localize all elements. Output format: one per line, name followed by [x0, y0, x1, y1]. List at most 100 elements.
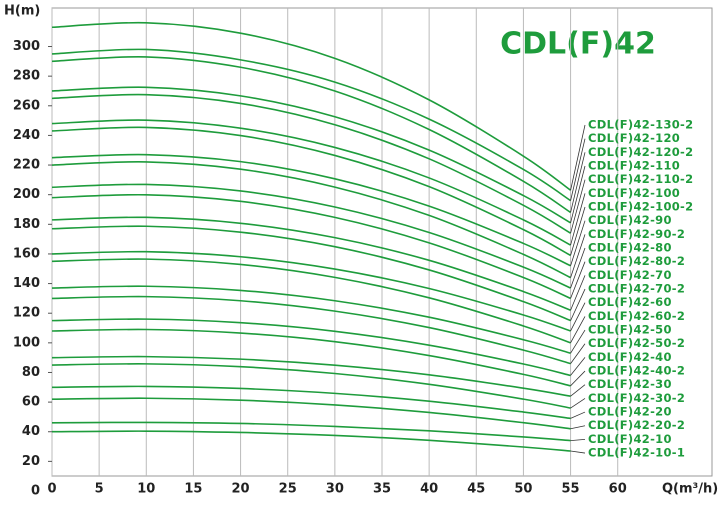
legend-label: CDL(F)42-120	[588, 131, 680, 145]
curve	[51, 193, 571, 300]
legend-label: CDL(F)42-110-2	[588, 172, 693, 186]
curve	[51, 48, 572, 202]
curve	[51, 355, 571, 397]
legend-label: CDL(F)42-60-2	[588, 309, 685, 323]
legend-label: CDL(F)42-50-2	[588, 336, 685, 350]
leader-line	[570, 343, 586, 364]
leader-line	[570, 316, 586, 344]
legend-label: CDL(F)42-110	[588, 159, 680, 173]
legend-label: CDL(F)42-20-2	[588, 418, 685, 432]
curve	[51, 161, 571, 279]
y-tick-label: 100	[13, 335, 40, 350]
y-tick-label: 180	[13, 217, 40, 232]
y-tick-label: 300	[13, 39, 40, 54]
x-tick-label: 30	[326, 482, 344, 497]
y-tick-label: 140	[13, 276, 40, 291]
leader-line	[570, 193, 586, 246]
x-tick-label: 50	[514, 482, 532, 497]
leader-line	[570, 302, 586, 332]
chart-title: CDL(F)42	[500, 27, 656, 62]
leader-line	[570, 261, 586, 299]
legend-label: CDL(F)42-100-2	[588, 200, 693, 214]
leader-line	[570, 384, 586, 397]
x-tick-label: 5	[95, 482, 104, 497]
leader-line	[570, 288, 586, 321]
leader-line	[570, 247, 586, 289]
curve	[51, 258, 571, 344]
legend-label: CDL(F)42-60	[588, 295, 672, 309]
y-tick-label: 120	[13, 306, 40, 321]
x-tick-label: 60	[609, 482, 627, 497]
y-tick-label: 80	[22, 365, 40, 380]
curve	[51, 86, 571, 224]
leader-line	[570, 152, 586, 213]
curve	[51, 328, 571, 387]
curve	[51, 385, 571, 420]
x-tick-label: 0	[47, 482, 56, 497]
leader-line	[570, 370, 586, 387]
curve	[51, 216, 571, 311]
leader-line	[570, 206, 586, 256]
curve	[51, 363, 571, 409]
y-tick-label: 40	[22, 424, 40, 439]
y-axis-label: H(m)	[4, 4, 40, 19]
leader-line	[570, 329, 586, 354]
leader-line	[570, 275, 586, 311]
x-tick-label: 15	[184, 482, 202, 497]
y-tick-label: 260	[13, 98, 40, 113]
x-axis-label: Q(m³/h)	[662, 482, 718, 497]
legend-label: CDL(F)42-90	[588, 213, 672, 227]
leader-line	[570, 411, 586, 419]
curve	[51, 126, 571, 257]
curve	[51, 119, 571, 246]
curve	[51, 93, 571, 234]
x-tick-label: 55	[562, 482, 580, 497]
legend-label: CDL(F)42-80-2	[588, 254, 685, 268]
x-tick-label: 25	[279, 482, 297, 497]
leader-line	[570, 179, 586, 234]
leader-line	[570, 450, 586, 454]
curve	[51, 225, 571, 322]
legend-label: CDL(F)42-100	[588, 186, 680, 200]
leader-line	[570, 124, 586, 191]
y-tick-label: 240	[13, 128, 40, 143]
x-tick-label: 45	[467, 482, 485, 497]
curve	[51, 397, 571, 430]
leader-line	[570, 439, 586, 442]
legend-label: CDL(F)42-130-2	[588, 118, 693, 132]
legend-label: CDL(F)42-90-2	[588, 227, 685, 241]
leader-line	[570, 357, 586, 376]
leader-line	[570, 138, 586, 201]
legend-label: CDL(F)42-40	[588, 350, 672, 364]
leader-line	[570, 220, 586, 266]
legend-label: CDL(F)42-40-2	[588, 364, 685, 378]
legend-label: CDL(F)42-10	[588, 432, 672, 446]
legend-label: CDL(F)42-80	[588, 241, 672, 255]
curve	[51, 55, 572, 214]
curve	[51, 430, 571, 452]
y-tick-label: 20	[22, 454, 40, 469]
legend-label: CDL(F)42-30	[588, 377, 672, 391]
y-tick-label: 280	[13, 69, 40, 84]
legend-label: CDL(F)42-20	[588, 405, 672, 419]
legend-label: CDL(F)42-70	[588, 268, 672, 282]
x-tick-label: 10	[137, 482, 155, 497]
curve	[51, 421, 571, 442]
y-tick-label: 220	[13, 158, 40, 173]
leader-line	[570, 165, 586, 223]
legend-label: CDL(F)42-70-2	[588, 282, 685, 296]
x-tick-label: 20	[232, 482, 250, 497]
curve	[51, 183, 571, 289]
curve	[51, 318, 571, 377]
y-tick-label: 160	[13, 246, 40, 261]
legend-label: CDL(F)42-50	[588, 323, 672, 337]
x-tick-label: 35	[373, 482, 391, 497]
curve	[51, 21, 572, 191]
curve	[51, 295, 571, 365]
curve	[51, 153, 571, 267]
leader-line	[570, 234, 586, 278]
legend-label: CDL(F)42-10-1	[588, 446, 685, 460]
curve	[51, 250, 571, 332]
legend-label: CDL(F)42-30-2	[588, 391, 685, 405]
